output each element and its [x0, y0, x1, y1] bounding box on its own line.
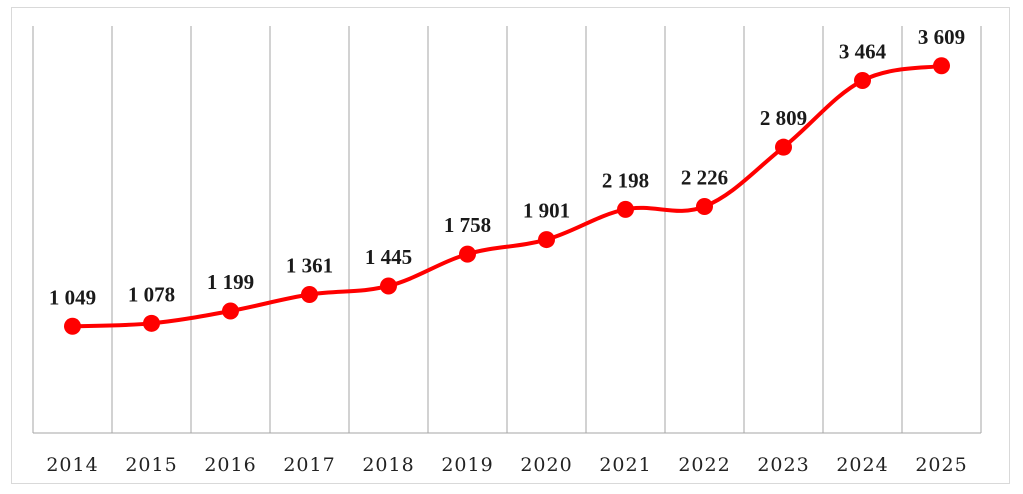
x-tick-2020: 2020 [520, 454, 572, 476]
x-tick-2015: 2015 [125, 454, 177, 476]
x-tick-2023: 2023 [757, 454, 809, 476]
x-tick-2014: 2014 [46, 454, 98, 476]
data-point-2015 [143, 314, 160, 332]
data-label-2020: 1 901 [523, 199, 570, 223]
data-point-2022 [696, 198, 713, 216]
x-tick-2021: 2021 [599, 454, 651, 476]
data-label-2024: 3 464 [839, 40, 887, 64]
data-point-2020 [538, 231, 555, 249]
data-label-2014: 1 049 [49, 285, 96, 309]
data-label-2025: 3 609 [918, 25, 965, 49]
data-label-2017: 1 361 [286, 254, 333, 278]
x-tick-labels: 2014 2015 2016 2017 2018 2019 2020 2021 2022 2023… [46, 454, 967, 476]
x-tick-2022: 2022 [678, 454, 730, 476]
data-points [64, 57, 950, 335]
data-point-2019 [459, 245, 476, 263]
data-label-2022: 2 226 [681, 166, 728, 190]
x-tick-2016: 2016 [204, 454, 256, 476]
data-label-2016: 1 199 [207, 270, 254, 294]
data-point-2016 [222, 302, 239, 320]
data-label-2021: 2 198 [602, 168, 649, 192]
x-tick-2018: 2018 [362, 454, 414, 476]
data-point-2014 [64, 317, 81, 335]
line-chart: 1 049 1 078 1 199 1 361 1 445 1 758 1 901 2 198… [32, 25, 982, 476]
x-tick-2019: 2019 [441, 454, 493, 476]
data-label-2023: 2 809 [760, 106, 807, 130]
gridlines [32, 26, 982, 433]
x-tick-2017: 2017 [283, 454, 335, 476]
data-point-2017 [301, 286, 318, 304]
data-point-2024 [854, 72, 871, 90]
data-label-2018: 1 445 [365, 245, 412, 269]
x-tick-2025: 2025 [915, 454, 967, 476]
x-tick-2024: 2024 [836, 454, 888, 476]
chart-frame: 1 049 1 078 1 199 1 361 1 445 1 758 1 901 2 198… [11, 7, 1010, 484]
data-point-2023 [775, 138, 792, 156]
data-point-2018 [380, 277, 397, 295]
data-label-2015: 1 078 [128, 282, 175, 306]
data-point-2021 [617, 200, 634, 218]
data-labels: 1 049 1 078 1 199 1 361 1 445 1 758 1 901 2 198… [49, 25, 965, 309]
data-label-2019: 1 758 [444, 213, 491, 237]
data-point-2025 [933, 57, 950, 75]
